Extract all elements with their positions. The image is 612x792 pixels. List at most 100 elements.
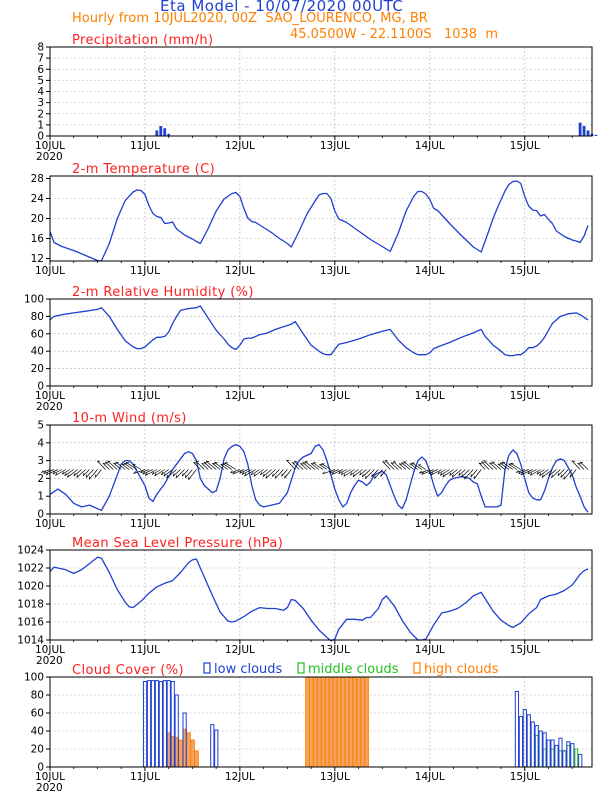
wind-barb	[62, 469, 70, 475]
cloud-bar-high	[324, 676, 330, 768]
wind-barb-tip	[483, 460, 487, 462]
wind-barb	[374, 469, 383, 479]
wind-barb	[530, 469, 541, 476]
y-tick-label: 1018	[17, 599, 44, 611]
wind-barb-tip	[133, 471, 136, 474]
wind-barb	[319, 464, 328, 470]
wind-barb-tip	[292, 462, 296, 464]
wind-barb-tip	[244, 473, 247, 477]
wind-barb	[343, 469, 355, 477]
wind-barb	[52, 469, 63, 475]
cloud-bar-high	[190, 739, 195, 768]
y-tick-label: 6	[37, 64, 44, 76]
wind-barb	[262, 469, 272, 477]
wind-barb	[440, 469, 450, 476]
x-tick-label: 10JUL	[35, 265, 65, 277]
wind-barb	[123, 462, 134, 470]
wind-barb-tip	[203, 461, 207, 464]
wind-barb	[212, 463, 221, 470]
cloud-bar-low	[578, 753, 583, 768]
x-tick-label: 15JUL	[510, 265, 540, 277]
cloud-bar-high	[340, 676, 346, 768]
wind-barb	[527, 469, 537, 475]
y-tick-label: 20	[31, 213, 44, 225]
panel-2: 12 16 20 24 28 10JUL 11JUL 12JUL 13JUL 14JUL 15JUL…	[31, 162, 593, 277]
cloud-bar-low	[554, 744, 559, 768]
x-tick-label: 13JUL	[320, 265, 350, 277]
wind-barb	[437, 469, 446, 475]
wind-barb	[105, 461, 114, 470]
cloud-bar-high	[356, 676, 361, 768]
precip-bar	[159, 125, 163, 136]
wind-barb	[260, 469, 268, 476]
cloud-bar-low	[214, 729, 219, 768]
wind-barb	[557, 469, 565, 477]
wind-barb-tip	[294, 460, 298, 463]
wind-barb-tip	[140, 470, 143, 474]
wind-barb	[541, 469, 553, 478]
wind-barb	[409, 463, 419, 470]
wind-barb	[145, 469, 157, 476]
y-tick-label: 7	[37, 53, 44, 65]
wind-barb-tip	[201, 462, 205, 465]
wind-barb-tip	[428, 471, 431, 474]
wind-barb	[398, 463, 407, 470]
wind-barb-tip	[557, 472, 560, 476]
wind-barb-tip	[439, 472, 443, 476]
cloud-bar-low	[526, 714, 531, 768]
y-tick-label: 1016	[17, 617, 44, 629]
wind-barb	[548, 469, 557, 477]
cloud-bar-high	[309, 676, 314, 768]
wind-barb	[232, 469, 244, 475]
wind-barb-tip	[88, 476, 91, 480]
cloud-bar-middle	[574, 748, 579, 768]
wind-barb-tip	[73, 473, 76, 477]
y-tick-label: 2	[37, 108, 44, 120]
wind-barb-tip	[85, 474, 88, 478]
wind-barb-tip	[166, 474, 169, 478]
wind-barb	[340, 469, 351, 476]
wind-barb-tip	[52, 471, 55, 475]
wind-barb-tip	[329, 470, 332, 474]
wind-barb	[201, 463, 209, 470]
y-tick-label: 100	[24, 294, 44, 306]
wind-barb-tip	[571, 460, 575, 463]
x-tick-label: 15JUL	[510, 771, 540, 783]
y-tick-label: 0	[37, 762, 44, 774]
cloud-bar-low	[570, 743, 575, 768]
x-tick-label: 10JUL	[35, 140, 65, 152]
wind-barb-tip	[461, 474, 463, 478]
wind-barb-tip	[172, 473, 175, 477]
panel-5: 1014 1016 1018 1020 1022 1024 10JUL 11JUL 12JUL 1…	[17, 536, 593, 667]
y-tick-label: 5	[37, 75, 44, 87]
x-tick-label: 14JUL	[415, 140, 445, 152]
y-tick-label: 80	[31, 690, 44, 702]
y-tick-label: 28	[31, 173, 44, 185]
wind-barb	[452, 469, 462, 478]
y-tick-label: 4	[37, 86, 44, 98]
wind-barb	[239, 469, 248, 474]
precip-bar	[163, 128, 167, 136]
wind-barb	[286, 459, 296, 470]
wind-barb	[338, 469, 347, 474]
cloud-bar-low	[542, 732, 547, 768]
wind-barb-tip	[300, 463, 304, 465]
wind-barb	[294, 461, 304, 470]
cloud-bar-low	[538, 730, 543, 768]
wind-barb	[551, 469, 561, 478]
x-year-label: 2020	[36, 655, 63, 667]
wind-barb	[350, 469, 359, 476]
wind-barb-tip	[374, 475, 376, 479]
wind-barb	[411, 462, 423, 470]
wind-barb-tip	[45, 472, 49, 476]
x-tick-label: 11JUL	[130, 390, 160, 402]
x-tick-label: 11JUL	[130, 518, 160, 530]
wind-barb-tip	[352, 473, 355, 477]
wind-barb	[284, 469, 292, 479]
y-tick-label: 20	[31, 744, 44, 756]
wind-barb-tip	[144, 472, 148, 476]
wind-barb	[85, 469, 94, 478]
wind-barb	[195, 460, 205, 470]
wind-barb	[458, 469, 466, 476]
wind-barb	[401, 462, 411, 470]
